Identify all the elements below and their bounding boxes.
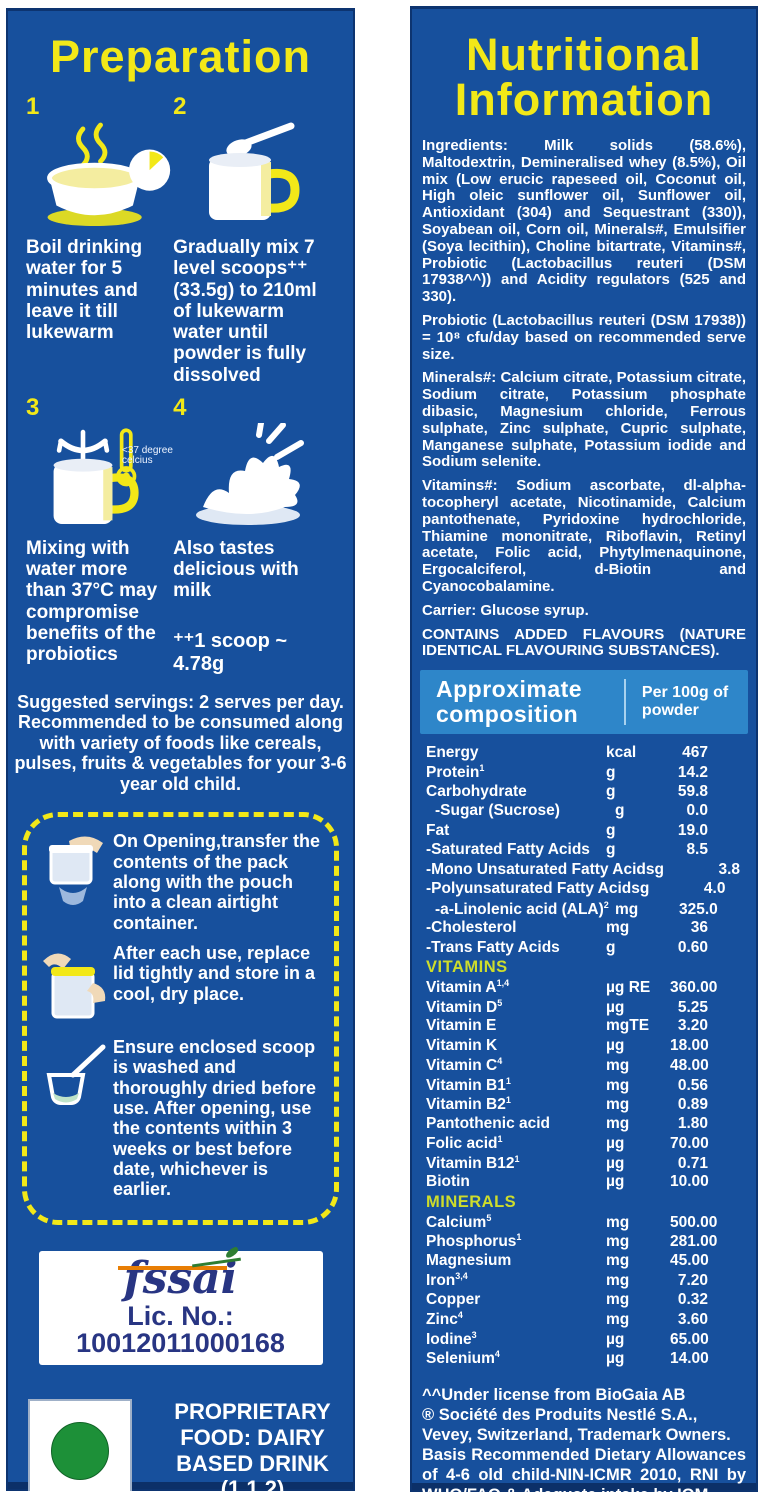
fssai-orange-bar (117, 1265, 228, 1270)
storage-instructions-box: On Opening,transfer the contents of the … (22, 812, 339, 1225)
table-row: Vitamin A1,4 µg RE 360.00 (426, 978, 718, 997)
table-row: Vitamin C4 mg 48.00 (426, 1056, 709, 1075)
table-row: Folic acid1 µg 70.00 (426, 1134, 709, 1153)
table-row: Vitamin B11 mg 0.56 (426, 1075, 708, 1094)
table-row: -Sugar (Sucrose) g 0.0 (435, 802, 708, 820)
storage-text-lid: After each use, replace lid tightly and … (113, 942, 316, 1004)
preparation-title: Preparation (49, 31, 312, 82)
step-2-text: Gradually mix 7 level scoops⁺⁺ (33.5g) t… (173, 237, 317, 386)
table-row: -Trans Fatty Acids g 0.60 (426, 938, 708, 956)
proprietary-food-statement: PROPRIETARY FOOD: DAIRY BASED DRINK (1.1… (174, 1398, 331, 1491)
step-4-number: 4 (173, 393, 187, 421)
table-row: Zinc4 mg 3.60 (426, 1310, 708, 1329)
footnote-biogaia: ^^Under license from BioGaia AB (422, 1385, 686, 1404)
table-row: Protein1 g 14.2 (426, 763, 708, 782)
preparation-panel: Preparation 1 Boil drinking water for 5 … (6, 8, 355, 1491)
composition-header-title: Approximate composition (436, 676, 583, 727)
nutritional-information-panel: Nutritional Information Ingredients: Mil… (410, 6, 758, 1492)
step-1-text: Boil drinking water for 5 minutes and le… (26, 237, 143, 344)
footnote-trademark: ® Société des Produits Nestlé S.A., Veve… (422, 1405, 731, 1445)
table-row: -a-Linolenic acid (ALA)2 mg 325.0 (435, 899, 718, 918)
step-1-number: 1 (26, 93, 40, 120)
storage-text-scoop: Ensure enclosed scoop is washed and thor… (113, 1036, 317, 1200)
mug-spoon-icon (173, 119, 339, 237)
storage-row-scoop: Ensure enclosed scoop is washed and thor… (35, 1037, 324, 1200)
footnotes-section: ^^Under license from BioGaia AB ® Sociét… (410, 1369, 758, 1492)
step-2-number: 2 (173, 93, 187, 120)
table-section-label: VITAMINS (426, 958, 508, 977)
table-row: -Cholesterol mg 36 (426, 919, 708, 937)
vitamins-paragraph: Vitamins#: Sodium ascorbate, dl-alpha-to… (422, 477, 746, 595)
table-row: Pantothenic acid mg 1.80 (426, 1114, 708, 1132)
table-row: Selenium4 µg 14.00 (426, 1349, 709, 1368)
composition-table-body: Energy kcal 467 Protein1 g 14.2 Carbohydrate g 5… (410, 742, 758, 1369)
step-4: 4 Also tastes delicious with milk ⁺⁺1 sc… (173, 393, 339, 676)
table-row: Carbohydrate g 59.8 (426, 782, 708, 800)
table-row: -Polyunsaturated Fatty Acids g 4.0 (426, 880, 726, 898)
table-row: Vitamin B21 mg 0.89 (426, 1095, 708, 1114)
veg-mark-icon (28, 1398, 132, 1491)
ingredients-section: Ingredients: Milk solids (58.6%), Maltod… (410, 126, 758, 660)
probiotic-paragraph: Probiotic (Lactobacillus reuteri (DSM 17… (422, 311, 746, 363)
veg-mark-row: PROPRIETARY FOOD: DAIRY BASED DRINK (1.1… (28, 1398, 355, 1491)
suggested-servings-note: Suggested servings: 2 serves per day. Re… (14, 691, 347, 794)
storage-row-lid: After each use, replace lid tightly and … (35, 943, 324, 1027)
table-row: Biotin µg 10.00 (426, 1173, 709, 1191)
carrier-paragraph: Carrier: Glucose syrup. (422, 601, 589, 619)
footnote-rda-basis: Basis Recommended Dietary Allowances of … (422, 1446, 746, 1492)
table-row: Vitamin B121 µg 0.71 (426, 1153, 708, 1172)
milk-splash-icon (173, 420, 339, 538)
table-row: Iodine3 µg 65.00 (426, 1329, 709, 1348)
step-3-number: 3 (26, 393, 40, 421)
minerals-paragraph: Minerals#: Calcium citrate, Potassium ci… (422, 369, 747, 471)
replace-lid-icon (35, 943, 113, 1027)
table-row: Vitamin D5 µg 5.25 (426, 997, 708, 1016)
ingredients-paragraph: Ingredients: Milk solids (58.6%), Maltod… (422, 137, 747, 306)
table-row: Fat g 19.0 (426, 821, 708, 839)
step-3-text: Mixing with water more than 37°C may com… (26, 537, 158, 666)
fssai-logo: fssai Lic. No.: 10012011000168 (38, 1245, 323, 1365)
storage-text-transfer: On Opening,transfer the contents of the … (113, 831, 321, 933)
table-row: -Mono Unsaturated Fatty Acids g 3.8 (426, 860, 741, 878)
preparation-steps: 1 Boil drinking water for 5 minutes and … (6, 83, 355, 676)
mug-stir-thermometer-icon: <37 degree celcius (26, 420, 173, 538)
step-1: 1 Boil drinking water for 5 minutes and … (26, 95, 173, 386)
veg-green-dot (51, 1421, 109, 1480)
thermometer-note: <37 degree celcius (122, 444, 173, 467)
nutritional-information-title: Nutritional Information (454, 29, 714, 125)
added-flavours-statement: CONTAINS ADDED FLAVOURS (NATURE IDENTICA… (422, 625, 746, 660)
table-row: Energy kcal 467 (426, 743, 708, 761)
table-row: -Saturated Fatty Acids g 8.5 (426, 841, 708, 859)
fssai-license-number: Lic. No.: 10012011000168 (76, 1300, 285, 1358)
bowl-steam-timer-icon (26, 119, 173, 237)
step-3: 3 <37 degree celcius Mixing with water m… (26, 393, 173, 676)
composition-table-header: Approximate composition Per 100g of powd… (420, 670, 748, 734)
pack-transfer-icon (35, 831, 113, 913)
header-divider (624, 678, 626, 725)
storage-row-transfer: On Opening,transfer the contents of the … (35, 831, 324, 933)
table-row: Magnesium mg 45.00 (426, 1251, 709, 1269)
composition-header-per100g: Per 100g of powder (641, 684, 729, 719)
step-4-text: Also tastes delicious with milk (173, 537, 299, 602)
table-row: Phosphorus1 mg 281.00 (426, 1232, 718, 1251)
table-row: Copper mg 0.32 (426, 1290, 708, 1308)
step-2: 2 Gradually mix 7 level scoops⁺⁺ (33.5g)… (173, 95, 339, 386)
table-row: Calcium5 mg 500.00 (426, 1212, 718, 1231)
scoop-weight-note: ⁺⁺1 scoop ~ 4.78g (173, 629, 288, 675)
table-row: Iron3,4 mg 7.20 (426, 1271, 708, 1290)
table-section-label: MINERALS (426, 1192, 517, 1211)
scoop-icon (35, 1037, 113, 1111)
